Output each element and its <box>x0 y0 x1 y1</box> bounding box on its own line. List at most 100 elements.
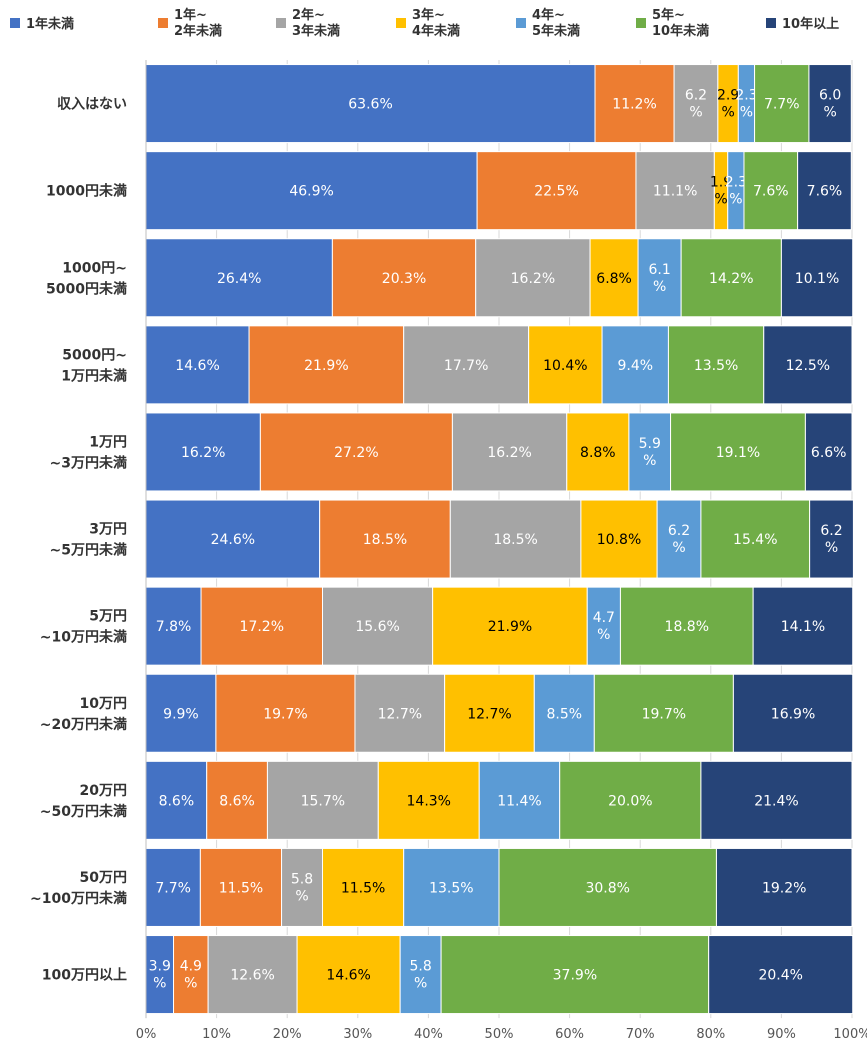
bar-segment <box>593 673 734 753</box>
bar-segment <box>145 238 333 318</box>
data-label: 2.3% <box>735 88 757 121</box>
bar-segment <box>628 412 672 492</box>
data-label: 21.9% <box>488 619 532 635</box>
category-label: 3万円~5万円未満 <box>50 522 127 559</box>
bar-segment <box>145 586 202 666</box>
bar-segment <box>215 673 356 753</box>
data-label: 2.9% <box>717 88 739 121</box>
category-label: 5000円~ 1万円未満 <box>61 347 127 384</box>
bar-segment <box>580 499 658 579</box>
data-label: 19.7% <box>263 706 307 722</box>
bar-segment <box>173 935 209 1015</box>
x-tick-label: 40% <box>414 1027 443 1042</box>
bar-segment <box>601 325 669 405</box>
bar-segment <box>403 325 530 405</box>
legend-label: 1年未満 <box>26 16 74 32</box>
data-label: 11.1% <box>653 184 697 200</box>
bar-segment <box>559 760 702 840</box>
bar-segment <box>708 935 854 1015</box>
x-axis: 0% 10% 20% 30% 40% 50% 60% 70% 80% 90% 100% <box>136 60 867 1042</box>
bar-segment <box>451 412 568 492</box>
data-label: 12.7% <box>467 706 511 722</box>
bar-segment <box>207 935 298 1015</box>
data-label: 17.2% <box>240 619 284 635</box>
data-label: 8.8% <box>580 445 616 461</box>
legend-swatch <box>276 18 286 28</box>
bar-segment <box>145 847 201 927</box>
bar-segment <box>754 64 810 144</box>
bar-segment <box>476 151 637 231</box>
data-label: 18.5% <box>493 532 537 548</box>
bar-segment <box>808 64 852 144</box>
bar-segment <box>680 238 782 318</box>
bar-segment <box>656 499 702 579</box>
data-label: 14.3% <box>407 793 451 809</box>
data-label: 12.6% <box>230 968 274 984</box>
legend-swatch <box>10 18 20 28</box>
data-label: 18.5% <box>363 532 407 548</box>
data-label: 11.5% <box>341 880 385 896</box>
bar-segment <box>145 499 321 579</box>
data-label: 13.5% <box>694 358 738 374</box>
bar-segment <box>478 760 561 840</box>
bar-segment <box>145 64 596 144</box>
data-label: 6.2% <box>820 523 842 556</box>
data-label: 3.9% <box>149 959 171 992</box>
bar-segment <box>586 586 621 666</box>
data-label: 30.8% <box>585 880 629 896</box>
data-label: 26.4% <box>217 271 261 287</box>
category-label: 100万円以上 <box>42 968 127 984</box>
legend: 1年未満 1年~ 2年未満 2年~ 3年未満 3年~ 4年未満 4年~ 5年未満 5年~ 10年未満… <box>10 7 839 39</box>
bar-segment <box>377 760 480 840</box>
data-label: 21.4% <box>754 793 798 809</box>
data-label: 20.3% <box>382 271 426 287</box>
x-tick-label: 30% <box>343 1027 372 1042</box>
x-tick-label: 50% <box>485 1027 514 1042</box>
bars: 63.6% 11.2%6.2 %2.9 %2.3% 7.7%6.0 %46.9% 22.5%… <box>145 64 854 1015</box>
category-label: 5万円~10万円未満 <box>40 609 127 646</box>
legend-swatch <box>158 18 168 28</box>
bar-segment <box>449 499 582 579</box>
data-label: 22.5% <box>534 184 578 200</box>
bar-segment <box>804 412 853 492</box>
data-label: 10.8% <box>597 532 641 548</box>
category-label: 10万円~20万円未満 <box>40 696 127 733</box>
legend-label: 4年~ 5年未満 <box>532 7 580 39</box>
data-label: 20.0% <box>608 793 652 809</box>
bar-segment <box>732 673 854 753</box>
data-label: 6.2% <box>685 88 707 121</box>
data-label: 12.5% <box>786 358 830 374</box>
category-label: 20万円~50万円未満 <box>40 783 127 820</box>
data-label: 6.1% <box>648 262 670 295</box>
bar-segment <box>809 499 854 579</box>
legend-label: 2年~ 3年未満 <box>292 7 340 39</box>
data-label: 9.9% <box>163 706 199 722</box>
data-label: 14.1% <box>781 619 825 635</box>
data-label: 20.4% <box>758 968 802 984</box>
data-label: 4.7% <box>593 610 615 643</box>
data-label: 7.6% <box>807 184 843 200</box>
data-label: 15.6% <box>355 619 399 635</box>
x-tick-label: 60% <box>555 1027 584 1042</box>
bar-segment <box>266 760 379 840</box>
bar-segment <box>700 499 811 579</box>
bar-segment <box>145 412 261 492</box>
data-label: 7.7% <box>764 97 800 113</box>
data-label: 5.8% <box>291 871 313 904</box>
data-label: 11.5% <box>219 880 263 896</box>
bar-segment <box>752 586 854 666</box>
data-label: 19.7% <box>642 706 686 722</box>
data-label: 15.7% <box>301 793 345 809</box>
bar-segment <box>399 935 442 1015</box>
legend-label: 10年以上 <box>782 16 839 32</box>
bar-segment <box>331 238 477 318</box>
category-labels: 収入はない 1000円未満 1000円~ 5000円未満 5000円~ 1万円未満 1万円~… <box>30 96 127 984</box>
data-label: 6.2% <box>668 523 690 556</box>
data-label: 8.6% <box>159 793 195 809</box>
data-label: 7.7% <box>155 880 191 896</box>
data-label: 19.2% <box>762 880 806 896</box>
bar-segment <box>440 935 710 1015</box>
data-label: 37.9% <box>553 968 597 984</box>
bar-segment <box>403 847 500 927</box>
